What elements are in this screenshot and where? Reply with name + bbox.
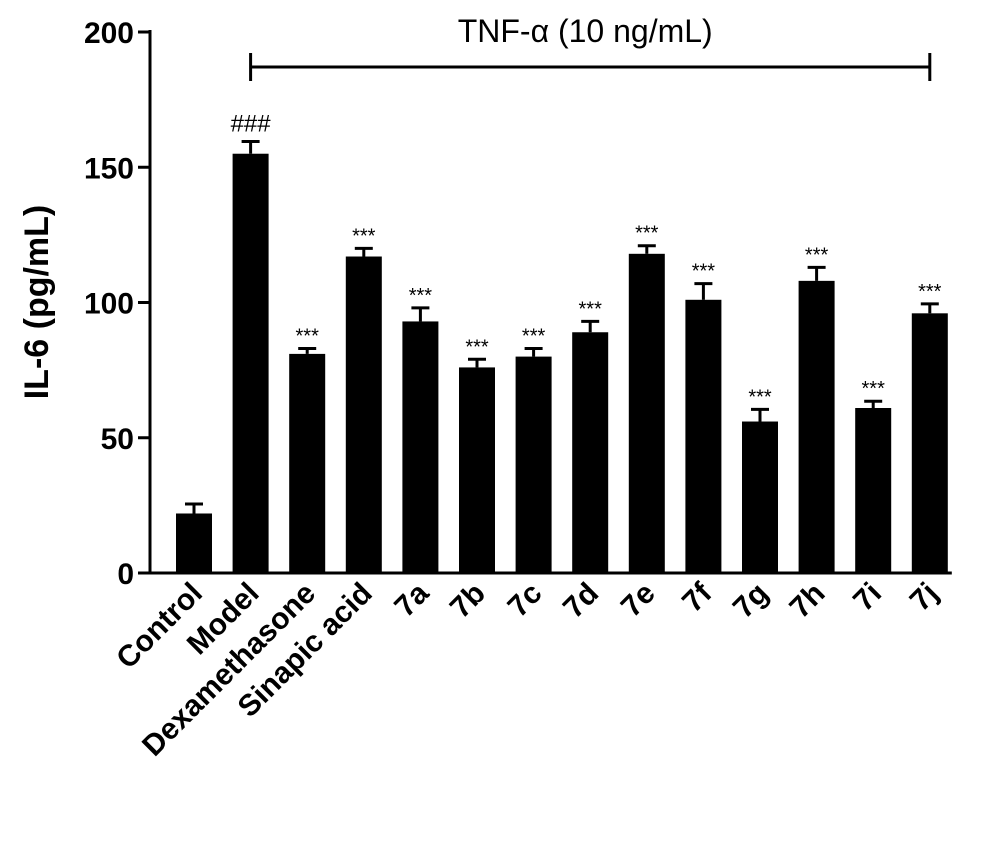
- bar: [345, 256, 382, 573]
- y-tick-label: 50: [101, 423, 134, 456]
- significance-label: ***: [579, 298, 603, 320]
- bar: [742, 421, 778, 573]
- bar: [628, 253, 665, 573]
- bar: [855, 407, 892, 573]
- x-tick-label: 7f: [676, 576, 719, 619]
- significance-label: ***: [635, 223, 659, 245]
- bar: [402, 321, 439, 573]
- bar: [515, 356, 552, 573]
- significance-label: ***: [522, 325, 546, 347]
- x-tick-label: 7a: [388, 576, 435, 623]
- x-tick-label: 7e: [615, 577, 662, 624]
- y-axis-label: IL-6 (pg/mL): [18, 205, 56, 400]
- significance-label: ***: [409, 285, 433, 307]
- significance-label: ***: [352, 225, 376, 247]
- bar: [176, 513, 212, 573]
- significance-label: ***: [918, 281, 942, 303]
- hash-significance-label: ###: [231, 111, 272, 138]
- bars: ### *** *** *** *** *** *** *** *** *** *** *** ***: [176, 111, 948, 573]
- significance-label: ***: [465, 336, 489, 358]
- y-tick-label: 200: [84, 17, 134, 50]
- significance-label: ***: [748, 386, 772, 408]
- bar: [572, 332, 609, 573]
- bar: [798, 280, 835, 573]
- y-tick-label: 150: [84, 152, 134, 185]
- bar: [459, 367, 495, 573]
- x-tick-label: 7i: [847, 577, 888, 618]
- x-tick-label: 7b: [444, 577, 492, 625]
- x-tick-label: 7g: [727, 577, 775, 625]
- significance-label: ***: [805, 244, 829, 266]
- bar: [685, 299, 722, 573]
- bar: [289, 353, 326, 573]
- y-tick-label: 100: [84, 288, 134, 321]
- bar: [232, 153, 269, 573]
- treatment-bracket: TNF-α (10 ng/mL): [249, 13, 932, 81]
- y-tick-label: 0: [117, 558, 134, 591]
- significance-label: ***: [862, 378, 886, 400]
- x-tick-label: 7d: [557, 577, 605, 625]
- significance-label: ***: [296, 325, 320, 347]
- significance-label: ***: [692, 261, 716, 283]
- x-tick-label: 7j: [904, 577, 945, 618]
- bar: [911, 313, 948, 573]
- x-tick-label: 7h: [783, 577, 831, 625]
- x-tick-label: 7c: [502, 577, 549, 624]
- bracket-label: TNF-α (10 ng/mL): [458, 13, 713, 49]
